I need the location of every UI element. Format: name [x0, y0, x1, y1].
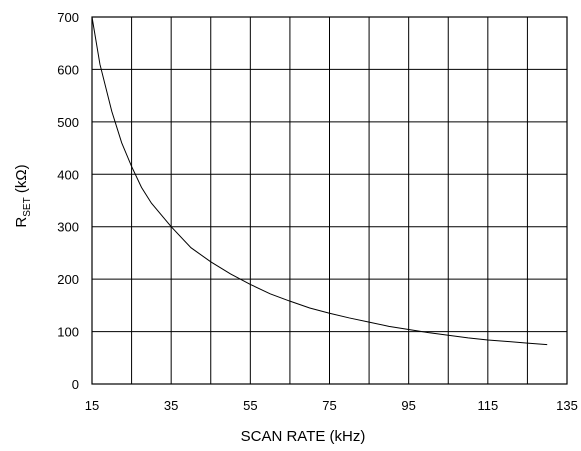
x-tick-labels: 15 35 55 75 95 115 135 [85, 398, 578, 413]
x-tick-label-5: 115 [477, 398, 498, 413]
y-tick-label-4: 400 [57, 167, 79, 182]
y-axis-title-unit: (kΩ) [13, 164, 30, 197]
y-tick-label-2: 200 [57, 272, 79, 287]
x-tick-label-6: 135 [556, 398, 578, 413]
x-axis-title: SCAN RATE (kHz) [241, 428, 366, 445]
x-tick-label-0: 15 [85, 398, 99, 413]
y-axis-title-subscript: SET [22, 197, 33, 216]
x-tick-label-1: 35 [164, 398, 178, 413]
y-tick-label-3: 300 [57, 220, 79, 235]
x-tick-label-3: 75 [322, 398, 336, 413]
y-tick-label-7: 700 [57, 10, 79, 25]
x-tick-label-4: 95 [401, 398, 415, 413]
y-tick-label-6: 600 [57, 62, 79, 77]
y-tick-label-5: 500 [57, 115, 79, 130]
x-tick-label-2: 55 [243, 398, 257, 413]
series-line [91, 16, 548, 346]
plot-frame [91, 16, 568, 385]
grid [91, 16, 568, 385]
y-tick-label-0: 0 [72, 377, 79, 392]
y-axis-title: RSET (kΩ) [13, 164, 33, 227]
y-tick-labels: 0 100 200 300 400 500 600 700 [57, 10, 79, 392]
y-tick-label-1: 100 [57, 325, 79, 340]
y-axis-title-main: R [13, 217, 30, 228]
